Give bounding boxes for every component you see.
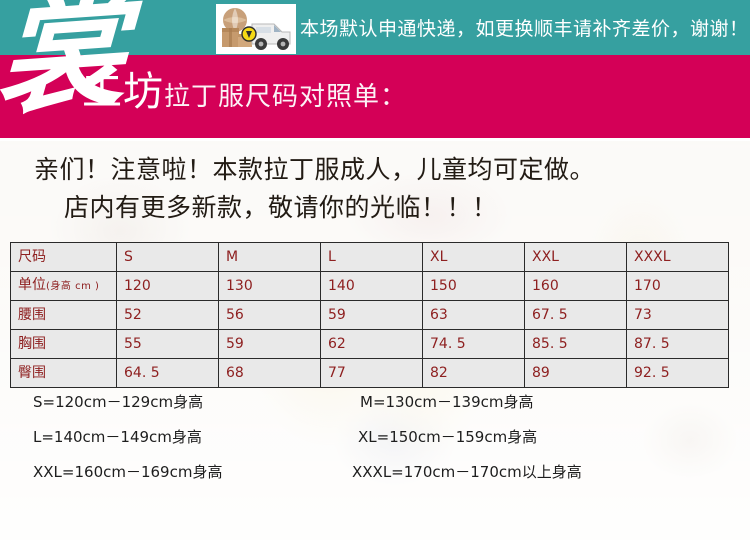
pink-band: [0, 55, 750, 138]
row-label-text: 单位: [18, 277, 46, 293]
table-cell: 62: [320, 329, 423, 359]
table-cell: 64. 5: [116, 358, 219, 388]
note-row: L=140cm－149cm身高 XL=150cm－159cm身高: [0, 428, 750, 463]
table-cell: 150: [422, 271, 525, 301]
note-row: XXL=160cm－169cm身高 XXXL=170cm－170cm以上身高: [0, 463, 750, 498]
size-notes-block: S=120cm－129cm身高 M=130cm－139cm身高 L=140cm－…: [0, 393, 750, 498]
row-label: 胸围: [10, 329, 117, 359]
table-cell: 55: [116, 329, 219, 359]
table-cell: 74. 5: [422, 329, 525, 359]
note-right: XL=150cm－159cm身高: [358, 428, 538, 446]
table-cell: 77: [320, 358, 423, 388]
page-content: 亲们！注意啦！本款拉丁服成人，儿童均可定做。 店内有更多新款，敬请你的光临！！！…: [0, 141, 750, 540]
table-cell: 170: [626, 271, 729, 301]
table-cell: 89: [524, 358, 627, 388]
table-row: 胸围 55 59 62 74. 5 85. 5 87. 5: [10, 329, 729, 359]
table-cell: 160: [524, 271, 627, 301]
table-row: 腰围 52 56 59 63 67. 5 73: [10, 300, 729, 330]
table-cell: 59: [218, 329, 321, 359]
table-header-cell: XXXL: [626, 242, 729, 272]
shipping-notice-text: 本场默认申通快递，如更换顺丰请补齐差价，谢谢！: [300, 18, 749, 40]
notice-line-2: 店内有更多新款，敬请你的光临！！！: [64, 193, 498, 222]
table-cell: 140: [320, 271, 423, 301]
page-header: 本场默认申通快递，如更换顺丰请补齐差价，谢谢！ 裳 工坊拉丁服尺码对照单：: [0, 0, 750, 138]
table-cell: 52: [116, 300, 219, 330]
table-cell: 63: [422, 300, 525, 330]
note-left: S=120cm－129cm身高: [33, 393, 204, 411]
teal-band: [0, 0, 750, 55]
brand-title-main: 工坊: [82, 69, 164, 115]
table-cell: 120: [116, 271, 219, 301]
note-row: S=120cm－129cm身高 M=130cm－139cm身高: [0, 393, 750, 428]
table-row: 单位(身高 cm ) 120 130 140 150 160 170: [10, 271, 729, 301]
table-header-cell: 尺码: [10, 242, 117, 272]
table-cell: 68: [218, 358, 321, 388]
row-label: 单位(身高 cm ): [10, 271, 117, 301]
table-header-cell: S: [116, 242, 219, 272]
row-label-unit: (身高 cm ): [46, 281, 100, 292]
table-cell: 82: [422, 358, 525, 388]
table-cell: 56: [218, 300, 321, 330]
table-cell: 59: [320, 300, 423, 330]
table-cell: 87. 5: [626, 329, 729, 359]
delivery-van-parcel-icon: [216, 4, 296, 54]
note-left: XXL=160cm－169cm身高: [33, 463, 223, 481]
table-header-cell: XL: [422, 242, 525, 272]
size-chart-table: 尺码 S M L XL XXL XXXL 单位(身高 cm ) 120 130 …: [10, 242, 729, 388]
note-right: XXXL=170cm－170cm以上身高: [352, 463, 582, 481]
table-cell: 130: [218, 271, 321, 301]
brand-title: 工坊拉丁服尺码对照单：: [82, 70, 407, 119]
table-cell: 67. 5: [524, 300, 627, 330]
notice-block: 亲们！注意啦！本款拉丁服成人，儿童均可定做。 店内有更多新款，敬请你的光临！！！: [0, 151, 750, 227]
note-right: M=130cm－139cm身高: [360, 393, 534, 411]
table-header-cell: XXL: [524, 242, 627, 272]
table-header-row: 尺码 S M L XL XXL XXXL: [10, 242, 729, 272]
brand-title-sub: 拉丁服尺码对照单：: [164, 82, 408, 112]
table-header-cell: L: [320, 242, 423, 272]
table-cell: 73: [626, 300, 729, 330]
row-label: 腰围: [10, 300, 117, 330]
table-cell: 92. 5: [626, 358, 729, 388]
note-left: L=140cm－149cm身高: [33, 428, 202, 446]
notice-line-1: 亲们！注意啦！本款拉丁服成人，儿童均可定做。: [34, 155, 596, 184]
row-label: 臀围: [10, 358, 117, 388]
table-cell: 85. 5: [524, 329, 627, 359]
table-header-cell: M: [218, 242, 321, 272]
table-row: 臀围 64. 5 68 77 82 89 92. 5: [10, 358, 729, 388]
